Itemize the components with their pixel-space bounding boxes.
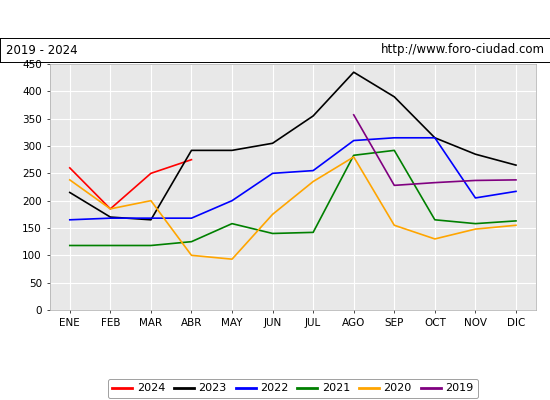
Text: 2019 - 2024: 2019 - 2024 bbox=[6, 44, 77, 56]
Text: Evolucion Nº Turistas Extranjeros en el municipio de El Boalo: Evolucion Nº Turistas Extranjeros en el … bbox=[52, 12, 498, 26]
Text: http://www.foro-ciudad.com: http://www.foro-ciudad.com bbox=[381, 44, 544, 56]
Legend: 2024, 2023, 2022, 2021, 2020, 2019: 2024, 2023, 2022, 2021, 2020, 2019 bbox=[108, 379, 478, 398]
